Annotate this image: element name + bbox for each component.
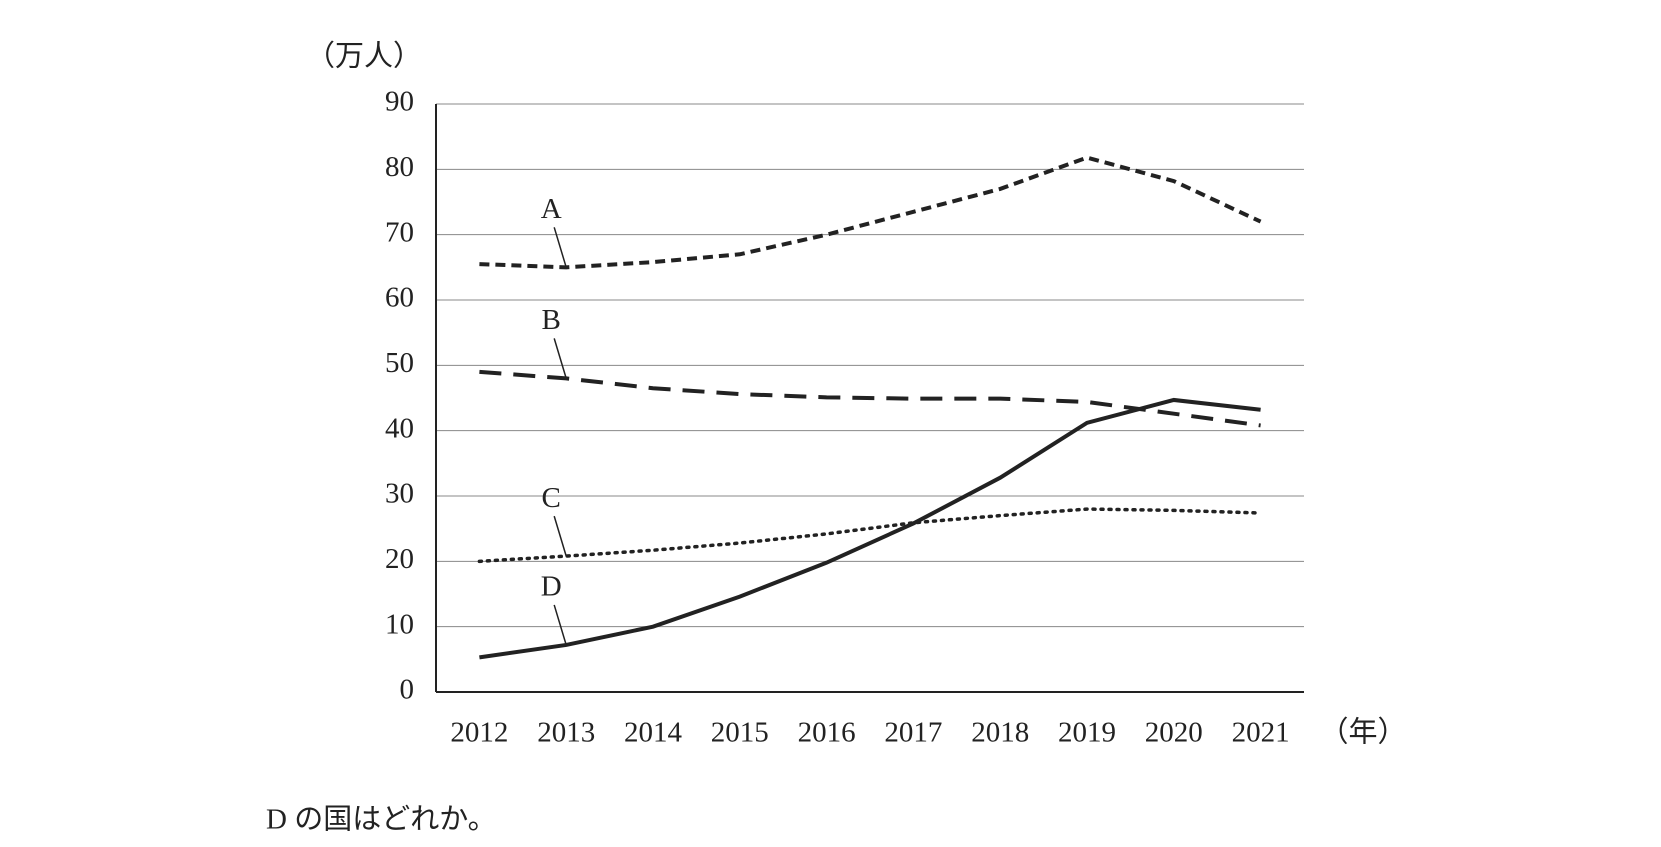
label-leader: [553, 338, 567, 379]
x-tick-label: 2017: [884, 717, 942, 749]
label-leader: [553, 515, 567, 557]
x-tick-label: 2013: [537, 717, 595, 749]
series-line: [479, 155, 1262, 270]
series-line: [477, 507, 1263, 564]
x-tick-label: 2015: [711, 717, 769, 749]
x-tick-label: 2018: [971, 717, 1029, 749]
series-label: D: [541, 571, 562, 603]
series-line: [479, 397, 1261, 660]
x-tick-label: 2016: [798, 717, 856, 749]
x-tick-label: 2014: [624, 717, 683, 749]
series-line: [479, 369, 1261, 428]
y-tick-label: 40: [385, 412, 414, 444]
x-axis-label: （年）: [1319, 716, 1406, 749]
series-label: C: [542, 482, 561, 514]
label-leader: [553, 604, 567, 646]
y-tick-label: 30: [385, 478, 414, 510]
y-tick-label: 80: [385, 151, 414, 183]
y-axis-label: （万人）: [306, 41, 422, 73]
y-tick-label: 0: [400, 674, 415, 706]
x-tick-label: 2020: [1145, 717, 1203, 749]
y-tick-label: 90: [385, 86, 414, 118]
x-tick-label: 2012: [450, 717, 508, 749]
y-tick-label: 60: [385, 282, 414, 314]
label-leader: [553, 227, 567, 268]
x-tick-label: 2019: [1058, 717, 1116, 749]
y-tick-label: 70: [385, 216, 414, 248]
y-tick-label: 10: [385, 608, 414, 640]
series-label: A: [541, 193, 562, 225]
y-tick-label: 20: [385, 543, 414, 575]
y-tick-label: 50: [385, 347, 414, 379]
question: D の国はどれか。: [266, 804, 497, 836]
x-tick-label: 2021: [1232, 717, 1290, 749]
series-label: B: [542, 304, 561, 336]
